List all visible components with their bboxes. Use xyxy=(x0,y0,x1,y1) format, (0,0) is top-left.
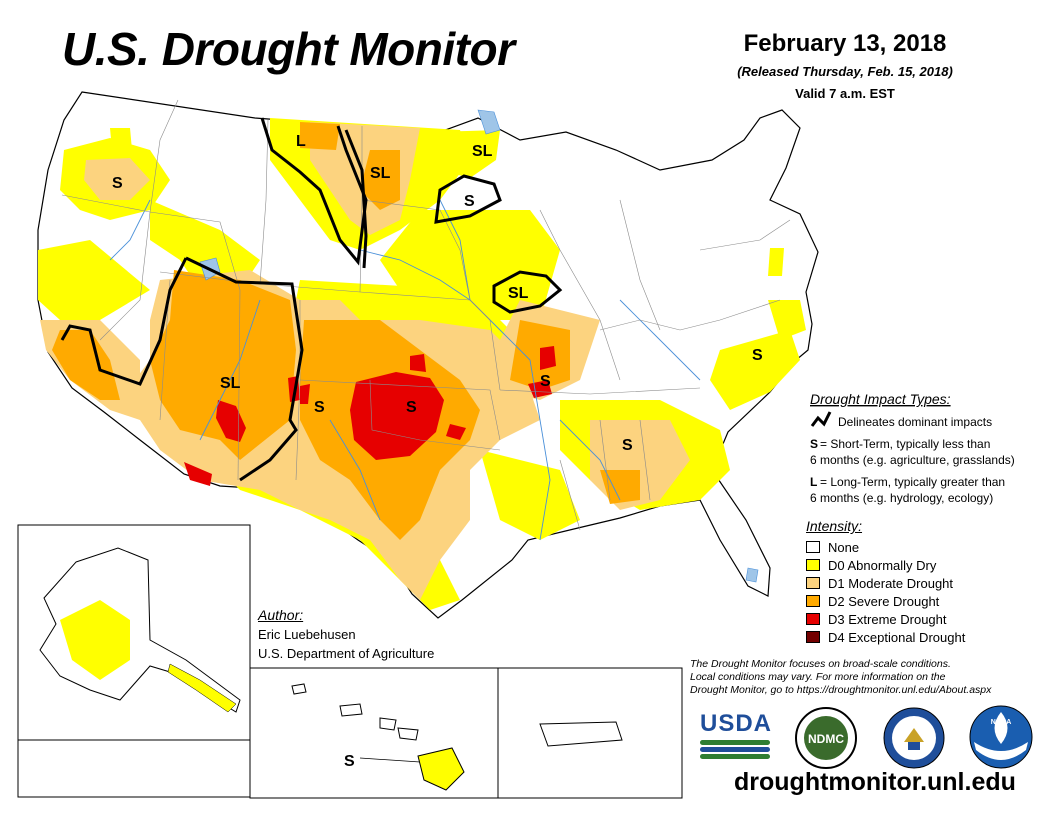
intensity-label: D3 Extreme Drought xyxy=(828,611,947,627)
label-idaho-s: S xyxy=(112,175,123,192)
intensity-legend-item: D1 Moderate Drought xyxy=(806,574,965,592)
map-date: February 13, 2018 xyxy=(743,30,947,57)
author-heading: Author: xyxy=(258,607,304,623)
intensity-legend-item: None xyxy=(806,538,965,556)
usda-logo: USDA xyxy=(700,710,773,760)
website-url[interactable]: droughtmonitor.unl.edu xyxy=(734,768,1016,796)
intensity-swatch xyxy=(806,631,820,643)
impact-s-key: S xyxy=(810,437,818,451)
hawaii-islands xyxy=(291,683,419,741)
intensity-label: None xyxy=(828,539,860,555)
valid-time: Valid 7 a.m. EST xyxy=(795,86,895,101)
noaa-logo: NOAA xyxy=(969,705,1033,769)
intensity-label: D0 Abnormally Dry xyxy=(828,557,937,573)
label-virginia-s: S xyxy=(752,347,763,364)
intensity-label: D4 Exceptional Drought xyxy=(828,629,966,645)
hawaii-big-island xyxy=(417,747,465,791)
ndmc-logo: NDMC xyxy=(795,707,857,769)
intensity-legend: Intensity: None D0 Abnormally Dry D1 Moder… xyxy=(806,518,965,646)
label-southwest-sl: SL xyxy=(220,375,241,392)
impact-l-text-2: 6 months (e.g. hydrology, ecology) xyxy=(810,491,993,505)
disclaimer-line-3: Drought Monitor, go to https://droughtmo… xyxy=(690,684,992,696)
usda-logo-text: USDA xyxy=(700,710,773,737)
release-date: (Released Thursday, Feb. 15, 2018) xyxy=(737,64,953,79)
rivers xyxy=(109,199,701,541)
disclaimer-line-1: The Drought Monitor focuses on broad-sca… xyxy=(690,658,951,670)
intensity-legend-item: D0 Abnormally Dry xyxy=(806,556,965,574)
intensity-swatch xyxy=(806,541,820,553)
label-hawaii-s: S xyxy=(344,753,355,770)
impact-s-text-2: 6 months (e.g. agriculture, grasslands) xyxy=(810,453,1015,467)
puerto-rico-outline xyxy=(539,721,623,747)
label-missouri-s: S xyxy=(540,373,551,390)
impact-labels: L SL SL S SL S SL S S S S S S xyxy=(112,133,763,770)
intensity-swatch xyxy=(806,559,820,571)
intensity-label: D1 Moderate Drought xyxy=(828,575,954,591)
intensity-legend-item: D4 Exceptional Drought xyxy=(806,628,965,646)
ndmc-logo-text: NDMC xyxy=(808,732,844,746)
label-dakota-sl: SL xyxy=(370,165,391,182)
commerce-seal xyxy=(883,707,945,769)
impact-boundaries xyxy=(60,117,563,482)
label-minnesota-s: S xyxy=(464,193,475,210)
impact-legend: Drought Impact Types: Delineates dominan… xyxy=(810,391,1015,505)
label-newmexico-s: S xyxy=(314,399,325,416)
impact-legend-heading: Drought Impact Types: xyxy=(810,391,951,407)
intensity-legend-item: D2 Severe Drought xyxy=(806,592,965,610)
map-title: U.S. Drought Monitor xyxy=(62,23,515,75)
label-oklahoma-s: S xyxy=(406,399,417,416)
intensity-legend-heading: Intensity: xyxy=(806,518,863,534)
label-montana-l: L xyxy=(296,133,306,150)
intensity-swatch xyxy=(806,595,820,607)
impact-line-sample xyxy=(810,411,832,427)
impact-l-text-1: = Long-Term, typically greater than xyxy=(820,475,1005,489)
d3-areas xyxy=(184,346,556,486)
state-boundaries xyxy=(61,99,791,531)
label-minnesota-sl: SL xyxy=(472,143,493,160)
author-name: Eric Luebehusen xyxy=(258,627,356,642)
noaa-logo-text: NOAA xyxy=(991,719,1012,726)
label-southeast-s: S xyxy=(622,437,633,454)
hawaii-inset xyxy=(249,667,499,799)
disclaimer-line-2: Local conditions may vary. For more info… xyxy=(690,671,946,683)
intensity-swatch xyxy=(806,577,820,589)
label-iowa-sl: SL xyxy=(508,285,529,302)
impact-l-key: L xyxy=(810,475,817,489)
author-org: U.S. Department of Agriculture xyxy=(258,646,435,661)
lakes xyxy=(199,109,759,583)
intensity-swatch xyxy=(806,613,820,625)
intensity-label: D2 Severe Drought xyxy=(828,593,940,609)
impact-s-text-1: = Short-Term, typically less than xyxy=(820,437,990,451)
intensity-legend-item: D3 Extreme Drought xyxy=(806,610,965,628)
disclaimer: The Drought Monitor focuses on broad-sca… xyxy=(690,658,1040,697)
impact-line-label: Delineates dominant impacts xyxy=(838,415,992,429)
